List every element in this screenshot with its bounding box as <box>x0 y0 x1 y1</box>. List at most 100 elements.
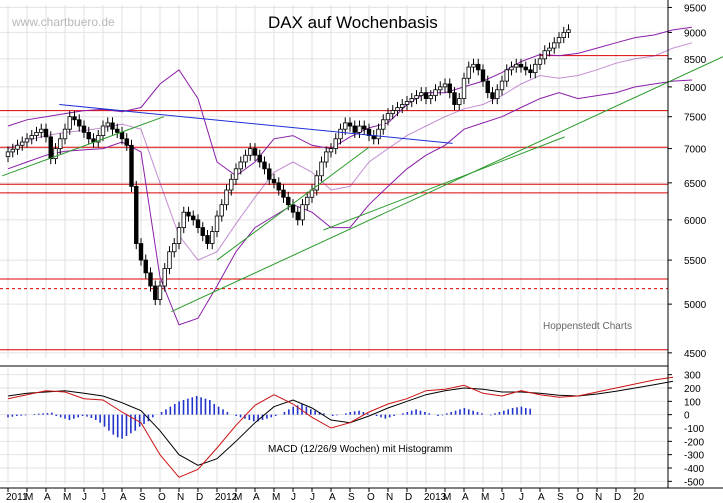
candle-body <box>205 235 210 244</box>
candle-body <box>86 131 91 140</box>
candle-body <box>34 131 39 136</box>
candle-body <box>314 175 319 191</box>
candle-body <box>148 272 153 287</box>
y-tick-label: 9500 <box>684 3 707 14</box>
x-tick-label: S <box>139 492 146 503</box>
candle-body <box>556 37 562 44</box>
candle-body <box>400 104 405 108</box>
candle-body <box>62 128 68 140</box>
x-tick-label: N <box>595 492 602 503</box>
x-tick-label: 2013 <box>424 492 447 503</box>
macd-y-tick-label: 0 <box>684 411 690 422</box>
candle-body <box>480 69 486 82</box>
candle-body <box>343 122 348 130</box>
watermark: www.chartbuero.de <box>11 15 115 29</box>
candle-body <box>485 80 490 94</box>
candle-body <box>476 63 481 71</box>
candle-body <box>566 29 571 33</box>
y-tick-label: 8000 <box>684 83 707 94</box>
trendline <box>2 116 164 177</box>
x-tick-label: O <box>158 492 166 503</box>
candle-body <box>214 215 220 232</box>
candle-body <box>233 168 239 180</box>
x-tick-label: 2012 <box>215 492 238 503</box>
candle-body <box>5 151 11 157</box>
x-tick-label: 2011 <box>6 492 28 503</box>
candle-body <box>528 69 533 74</box>
x-tick-label: 20 <box>633 492 645 503</box>
candle-body <box>39 128 44 133</box>
candle-body <box>129 144 134 187</box>
bollinger-upper <box>7 26 693 177</box>
candle-body <box>504 69 509 82</box>
candle-body <box>248 148 253 156</box>
candle-body <box>162 268 167 287</box>
x-tick-label: A <box>538 492 545 503</box>
candle-body <box>499 80 505 91</box>
candle-body <box>67 116 72 130</box>
candle-body <box>509 66 514 71</box>
candle-body <box>442 83 448 88</box>
macd-signal-line <box>7 380 674 466</box>
candle-body <box>200 227 205 236</box>
trendline <box>216 146 370 261</box>
candle-body <box>138 243 144 261</box>
y-tick-label: 5000 <box>684 300 707 311</box>
candle-body <box>533 63 538 74</box>
y-tick-label: 7500 <box>684 113 707 124</box>
candle-body <box>48 136 53 160</box>
candle-body <box>362 125 367 130</box>
y-tick-label: 8500 <box>684 55 707 66</box>
x-tick-label: N <box>177 492 184 503</box>
candle-body <box>438 86 443 91</box>
macd-y-tick-label: -300 <box>684 451 704 462</box>
candle-body <box>15 144 20 150</box>
x-tick-label: J <box>519 492 524 503</box>
x-tick-label: S <box>557 492 564 503</box>
x-tick-label: J <box>291 492 296 503</box>
candle-body <box>100 125 106 136</box>
x-tick-label: M <box>25 492 33 503</box>
candle-body <box>552 42 557 49</box>
candle-body <box>419 92 424 97</box>
candle-body <box>523 66 528 71</box>
x-tick-label: D <box>614 492 621 503</box>
candle-body <box>186 211 191 217</box>
y-tick-label: 4500 <box>684 349 707 360</box>
candle-body <box>328 148 334 153</box>
trendline <box>171 56 723 313</box>
macd-y-tick-label: 300 <box>684 371 701 382</box>
y-tick-label: 6000 <box>684 216 707 227</box>
candle-body <box>452 92 457 105</box>
candle-body <box>542 50 547 60</box>
candle-body <box>134 186 139 244</box>
candle-body <box>229 178 234 191</box>
candle-body <box>295 211 300 221</box>
candle-body <box>119 131 125 140</box>
candle-body <box>347 122 353 127</box>
macd-y-tick-label: -200 <box>684 437 704 448</box>
candle-body <box>10 148 15 153</box>
candle-body <box>457 98 462 105</box>
x-tick-label: D <box>196 492 203 503</box>
candle-body <box>271 178 277 184</box>
trendline <box>59 104 453 144</box>
candles <box>5 24 571 306</box>
candle-body <box>324 151 329 163</box>
macd-y-tick-label: 100 <box>684 397 701 408</box>
candle-body <box>243 154 248 163</box>
candle-body <box>423 92 429 99</box>
candle-body <box>518 63 524 68</box>
x-tick-label: O <box>367 492 375 503</box>
candle-body <box>257 154 262 163</box>
x-tick-label: A <box>462 492 469 503</box>
candle-body <box>24 138 30 143</box>
candle-body <box>300 204 305 221</box>
candle-body <box>428 95 433 99</box>
candle-body <box>290 204 296 213</box>
x-tick-label: O <box>576 492 584 503</box>
candle-body <box>471 63 476 68</box>
candle-body <box>281 189 286 198</box>
